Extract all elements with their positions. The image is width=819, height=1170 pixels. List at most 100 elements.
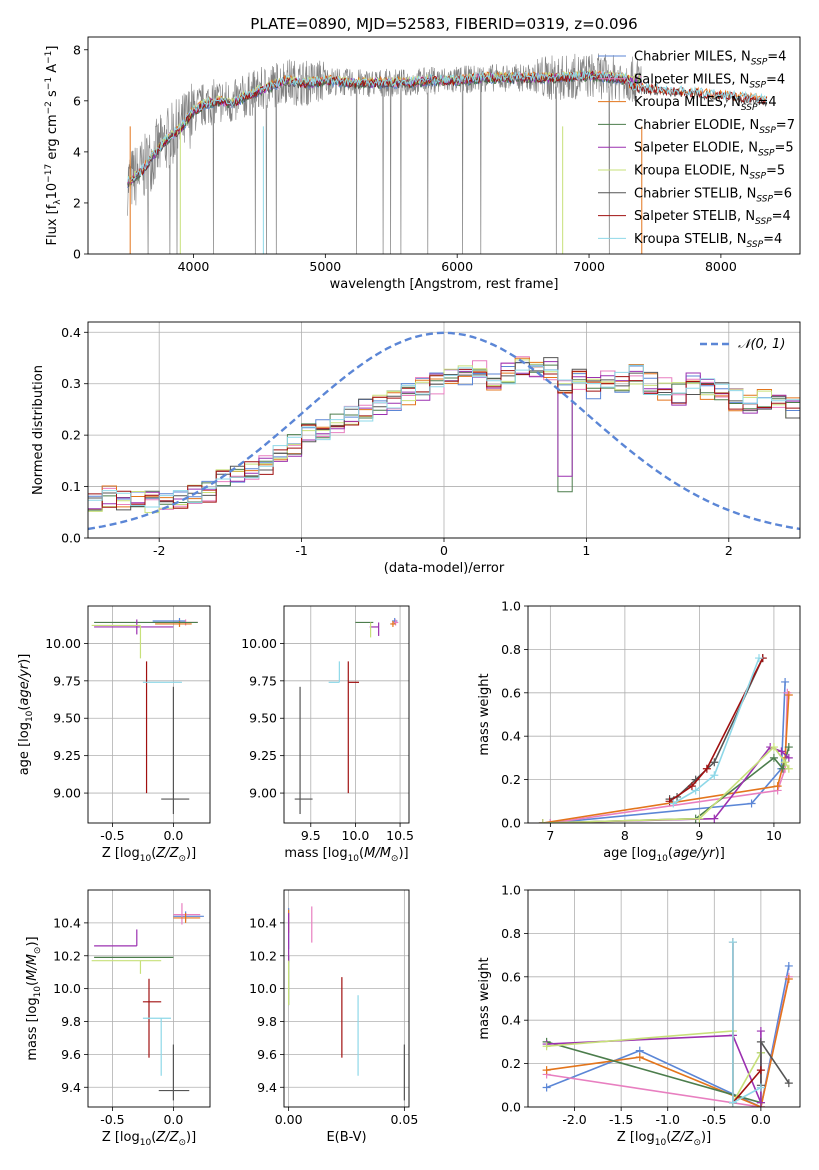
axes-frame <box>87 605 211 824</box>
series-marker <box>756 1066 765 1075</box>
series-marker <box>728 938 737 947</box>
series-marker <box>756 1037 765 1046</box>
series-marker <box>542 1066 551 1075</box>
y-tick-label: 1.0 <box>501 883 521 898</box>
x-tick-label: 7 <box>546 828 554 843</box>
plot-area-massweight_vs_Z <box>542 938 793 1107</box>
y-tick-label: 9.4 <box>257 1080 277 1095</box>
y-tick-label: 0.6 <box>501 685 521 700</box>
y-tick-label: 0.0 <box>61 531 81 546</box>
y-tick-label: 10.2 <box>249 948 277 963</box>
plots-layer: 4000 5000 6000 7000 8000 0 2 4 6 8 wavelength [Ang… <box>17 36 801 1148</box>
errorbar-point <box>94 929 138 947</box>
series-marker <box>546 819 555 823</box>
errorbar-point <box>142 1017 171 1076</box>
x-axis-label: E(B-V) <box>326 1130 366 1145</box>
series-marker <box>747 799 756 808</box>
y-tick-label: 0.8 <box>501 642 521 657</box>
series-marker <box>538 819 547 823</box>
series-marker <box>784 974 793 983</box>
y-tick-label: 10.2 <box>53 948 81 963</box>
plot-area-age_vs_mass <box>294 617 399 815</box>
errorbar-point <box>158 1044 190 1101</box>
x-tick-label: 0.00 <box>275 1112 303 1127</box>
series-marker <box>781 758 790 767</box>
series-line <box>672 657 760 805</box>
y-axis-label: mass [log10(M/M⊙)] <box>25 936 43 1060</box>
y-tick-label: 0.4 <box>61 325 81 340</box>
series-line <box>546 1041 762 1104</box>
series-marker <box>777 747 786 756</box>
series-marker <box>756 1083 765 1092</box>
y-tick-label: 0.2 <box>501 1056 521 1071</box>
y-tick-label: 8 <box>73 42 81 57</box>
axes-mass_vs_Z: -0.5 0.0 9.4 9.6 9.8 10.0 10.2 10.4 Z [log10(Z/Z… <box>25 889 211 1148</box>
figure-title: PLATE=0890, MJD=52583, FIBERID=0319, z=0… <box>250 15 637 33</box>
x-tick-label: 10.5 <box>386 828 414 843</box>
series-marker <box>756 1098 765 1107</box>
histogram-chabrier-elodie <box>88 364 800 511</box>
series-marker <box>710 771 719 780</box>
series-line <box>546 965 790 1107</box>
legend-entry: Salpeter STELIB, NSSP=4 <box>634 209 791 227</box>
series-line <box>550 681 786 823</box>
series-marker <box>542 1042 551 1051</box>
y-tick-label: 10.0 <box>53 981 81 996</box>
x-axis-label: mass [log10(M/M⊙)] <box>284 846 408 864</box>
y-tick-label: 9.75 <box>249 673 277 688</box>
x-tick-label: 4000 <box>178 259 210 274</box>
x-tick-label: 6000 <box>441 259 473 274</box>
series-marker <box>635 1053 644 1062</box>
x-tick-label: 0.0 <box>163 1112 183 1127</box>
data-spectrum <box>127 53 643 254</box>
series-marker <box>695 814 704 823</box>
axes-mass_vs_ebv: 0.00 0.05 9.4 9.6 9.8 10.0 10.2 10.4 E(B-V) <box>249 889 418 1145</box>
x-axis-label: (data-model)/error <box>384 561 505 576</box>
normal-curve <box>88 331 800 531</box>
y-tick-label: 9.8 <box>61 1014 81 1029</box>
y-tick-label: 0.0 <box>501 816 521 831</box>
x-tick-label: -1 <box>295 543 307 558</box>
errorbar-point <box>390 620 396 627</box>
model-line <box>127 68 642 183</box>
y-tick-label: 0 <box>73 247 81 262</box>
legend-entry: Kroupa STELIB, NSSP=4 <box>634 232 782 250</box>
x-tick-label: 0.0 <box>163 828 183 843</box>
y-tick-label: 10.00 <box>45 636 81 651</box>
histogram-salpeter-stelib <box>88 366 800 509</box>
y-tick-label: 9.00 <box>53 786 81 801</box>
y-tick-label: 9.6 <box>257 1047 277 1062</box>
plot-area-mass_vs_Z <box>91 903 204 1101</box>
x-axis-label: age [log10(age/yr)] <box>603 846 725 864</box>
errorbar-point <box>91 960 162 974</box>
x-tick-label: -0.5 <box>100 1112 124 1127</box>
errorbar-point <box>294 686 313 815</box>
y-tick-label: 9.25 <box>249 748 277 763</box>
legend-entry: Kroupa ELODIE, NSSP=5 <box>634 164 785 182</box>
x-tick-label: 10 <box>766 828 782 843</box>
errorbar-point <box>91 624 142 659</box>
axes-massweight_vs_Z: -2.0 -1.5 -1.0 -0.5 0.0 0.0 0.2 0.4 0.6 0.8 1.0 mas… <box>477 883 801 1148</box>
x-tick-label: 0.0 <box>751 1112 771 1127</box>
legend-entry: Salpeter MILES, NSSP=4 <box>634 72 785 90</box>
plot-area-massweight_vs_age <box>538 654 793 823</box>
series-line <box>669 657 764 802</box>
series-line <box>546 978 790 1107</box>
x-tick-label: -0.5 <box>100 828 124 843</box>
axes-spectrum: 4000 5000 6000 7000 8000 0 2 4 6 8 wavelength [Ang… <box>44 36 801 292</box>
y-tick-label: 10.4 <box>53 915 81 930</box>
series-marker <box>691 786 700 795</box>
y-tick-label: 9.50 <box>53 711 81 726</box>
axes-frame <box>87 36 801 255</box>
y-tick-label: 2 <box>73 195 81 210</box>
y-tick-label: 0.3 <box>61 376 81 391</box>
x-tick-label: 8000 <box>705 259 737 274</box>
y-tick-label: 10.00 <box>241 636 277 651</box>
axes-frame <box>87 321 801 539</box>
histogram-kroupa-stelib <box>88 364 800 508</box>
x-tick-label: 8 <box>621 828 629 843</box>
legend-entry: Salpeter ELODIE, NSSP=5 <box>634 141 794 159</box>
y-tick-label: 4 <box>73 144 81 159</box>
x-tick-label: -2 <box>153 543 165 558</box>
